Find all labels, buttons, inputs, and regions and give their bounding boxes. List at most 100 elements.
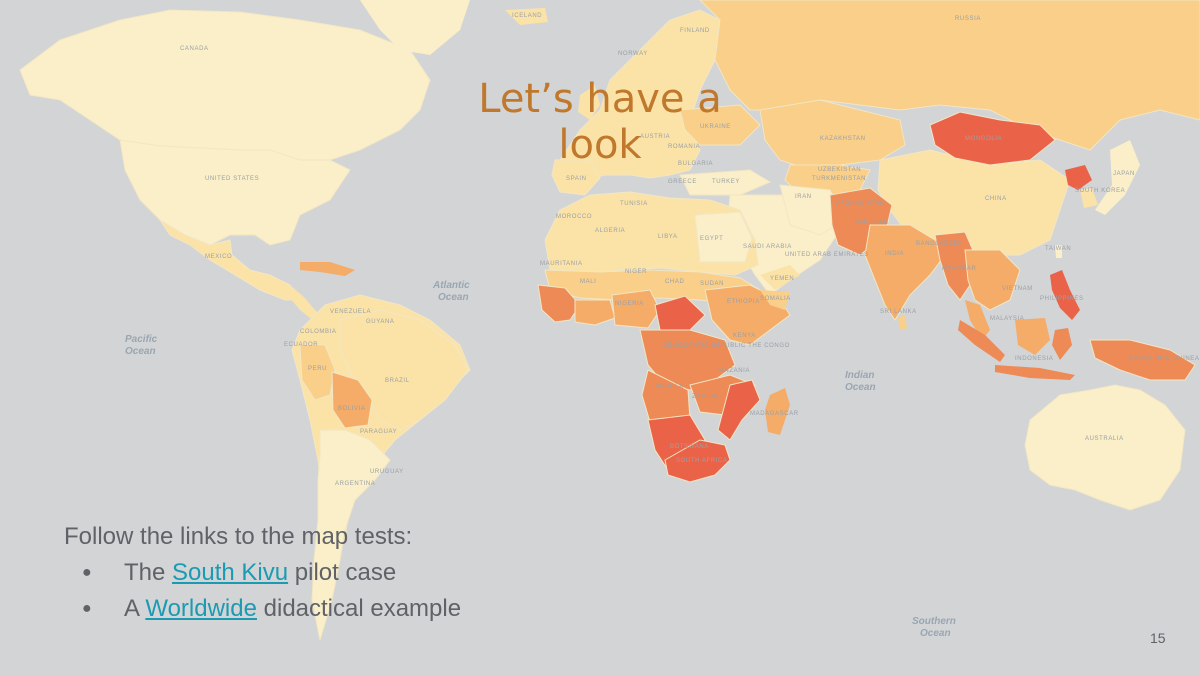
label-iceland: ICELAND [512,13,542,19]
label-canada: CANADA [180,46,209,52]
label-norway: NORWAY [618,51,648,57]
label-sudan: SUDAN [700,281,724,287]
slide-title: Let’s have a look [478,76,722,168]
label-spain: SPAIN [566,176,587,182]
label-mauritania: MAURITANIA [540,261,583,267]
label-saudi-arabia: SAUDI ARABIA [743,244,792,250]
region-north-korea [1065,165,1092,190]
region-greenland [360,0,470,55]
region-sri-lanka [898,315,907,330]
region-sulawesi [1052,328,1072,360]
region-turkey [679,169,772,196]
slide-body: Follow the links to the map tests: ● The … [64,519,461,627]
label-angola: ANGOLA [655,384,684,390]
region-taiwan [1055,245,1062,258]
label-egypt: EGYPT [700,236,723,242]
label-bolivia: BOLIVIA [338,406,366,412]
label-uruguay: URUGUAY [370,469,404,475]
region-arabia-coast [760,265,800,290]
region-russia [699,0,1200,151]
label-afghanistan: AFGHANISTAN [836,201,885,207]
region-india [864,224,946,321]
label-papua-new-guinea: PAPUA NEW GUINEA [1130,356,1200,362]
label-russia: RUSSIA [955,16,981,22]
label-kenya: KENYA [733,333,756,339]
label-indian-ocean-1: Indian [845,370,874,381]
label-somalia: SOMALIA [760,296,791,302]
bullet-suffix: pilot case [288,559,397,586]
label-paraguay: PARAGUAY [360,429,397,435]
bullet-prefix: The [124,559,173,586]
region-iberia [551,159,601,196]
region-egypt [694,211,753,263]
label-mali: MALI [580,279,596,285]
region-bolivia [331,371,373,429]
label-dr-congo: DEMOCRATIC REPUBLIC THE CONGO [663,343,790,349]
region-mozambique [717,379,761,441]
region-malay-peninsula [965,300,990,340]
bullet-prefix: A [124,595,146,622]
label-philippines: PHILIPPINES [1040,296,1084,302]
label-ethiopia: ETHIOPIA [727,299,760,305]
region-japan [1095,140,1140,215]
label-china: CHINA [985,196,1007,202]
region-nigeria [611,289,661,329]
region-sumatra [958,320,1005,362]
label-kazakhstan: KAZAKHSTAN [820,136,866,142]
label-southern-ocean-1: Southern [912,616,956,627]
south-kivu-link[interactable]: South Kivu [172,559,289,586]
label-nigeria: NIGERIA [615,301,644,307]
label-indonesia: INDONESIA [1015,356,1053,362]
label-romania: ROMANIA [668,144,700,150]
region-mongolia [929,111,1056,166]
region-west-africa [537,284,581,323]
label-turkmenistan: TURKMENISTAN [812,176,866,182]
region-caribbean [300,262,355,276]
region-uk [578,85,600,120]
label-southern-ocean-2: Ocean [920,628,951,639]
label-south-africa: SOUTH AFRICA [676,458,728,464]
region-southern-cone [311,429,391,641]
label-finland: FINLAND [680,28,710,34]
label-mongolia: MONGOLIA [965,136,1002,142]
label-atlantic-ocean-1: Atlantic [432,280,470,291]
region-central-african-republic [654,295,706,331]
region-borneo [1015,318,1050,355]
label-greece: GREECE [668,179,697,185]
region-south-korea [1080,188,1098,208]
label-tanzania: TANZANIA [716,368,750,374]
bullet-dot-icon: ● [82,600,92,617]
label-guyana: GUYANA [366,319,395,325]
label-brazil: BRAZIL [385,378,410,384]
region-madagascar [765,388,790,435]
region-iceland [505,8,548,25]
label-mexico: MEXICO [205,254,232,260]
label-taiwan: TAIWAN [1045,246,1071,252]
region-ukraine [679,104,761,146]
label-india: INDIA [885,251,904,257]
bullet-item-south-kivu: ● The South Kivu pilot case [64,555,461,591]
label-atlantic-ocean-2: Ocean [438,292,469,303]
region-bangladesh-myanmar [934,231,976,301]
label-sri-lanka: SRI LANKA [880,309,917,315]
label-morocco: MOROCCO [556,214,592,220]
label-madagascar: MADAGASCAR [750,411,799,417]
label-japan: JAPAN [1113,171,1135,177]
label-venezuela: VENEZUELA [330,309,371,315]
label-ukraine: UKRAINE [700,124,731,130]
label-bangladesh: BANGLADESH [916,241,963,247]
label-vietnam: VIETNAM [1002,286,1033,292]
label-algeria: ALGERIA [595,228,625,234]
label-uzbekistan: UZBEKISTAN [818,167,861,173]
label-niger: NIGER [625,269,647,275]
label-turkey: TURKEY [712,179,740,185]
region-south-africa [664,439,731,483]
intro-text: Follow the links to the map tests: [64,523,413,550]
worldwide-link[interactable]: Worldwide [145,595,257,622]
label-libya: LIBYA [658,234,678,240]
label-botswana: BOTSWANA [670,444,709,450]
label-pacific-ocean-1: Pacific [125,334,158,345]
region-horn-of-africa [760,290,790,310]
label-yemen: YEMEN [770,276,794,282]
